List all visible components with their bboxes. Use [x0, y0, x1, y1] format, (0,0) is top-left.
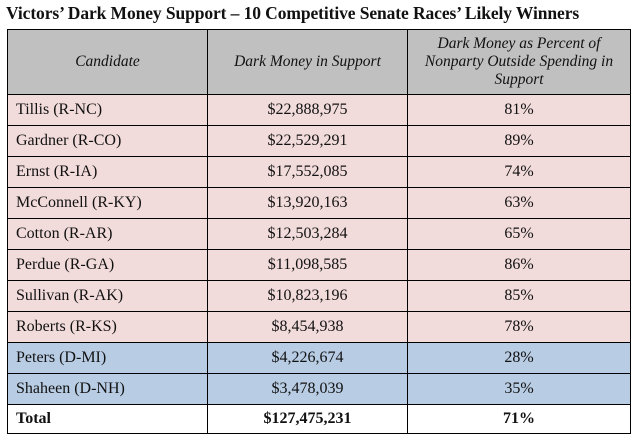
cell-candidate: Perdue (R-GA) [7, 249, 208, 281]
cell-percent: 81% [407, 94, 631, 126]
cell-percent: 63% [407, 187, 631, 219]
cell-candidate: Gardner (R-CO) [7, 125, 208, 157]
table-row: Gardner (R-CO) $22,529,291 89% [7, 125, 631, 157]
cell-dark-money: $8,454,938 [207, 311, 408, 343]
cell-dark-money: $13,920,163 [207, 187, 408, 219]
cell-candidate: Tillis (R-NC) [7, 94, 208, 126]
table-row: Ernst (R-IA) $17,552,085 74% [7, 156, 631, 188]
cell-percent: 86% [407, 249, 631, 281]
table-row: Sullivan (R-AK) $10,823,196 85% [7, 280, 631, 312]
cell-dark-money: $3,478,039 [207, 373, 408, 405]
cell-dark-money: $17,552,085 [207, 156, 408, 188]
header-row: Candidate Dark Money in Support Dark Mon… [7, 29, 631, 95]
cell-percent: 28% [407, 342, 631, 374]
table-row: McConnell (R-KY) $13,920,163 63% [7, 187, 631, 219]
dark-money-table: Candidate Dark Money in Support Dark Mon… [7, 29, 631, 434]
cell-candidate: Cotton (R-AR) [7, 218, 208, 250]
cell-dark-money: $22,529,291 [207, 125, 408, 157]
cell-percent: 78% [407, 311, 631, 343]
table-row: Perdue (R-GA) $11,098,585 86% [7, 249, 631, 281]
cell-candidate: McConnell (R-KY) [7, 187, 208, 219]
cell-candidate: Sullivan (R-AK) [7, 280, 208, 312]
cell-percent: 65% [407, 218, 631, 250]
total-label: Total [7, 404, 208, 434]
table-row: Roberts (R-KS) $8,454,938 78% [7, 311, 631, 343]
cell-candidate: Peters (D-MI) [7, 342, 208, 374]
table-row: Peters (D-MI) $4,226,674 28% [7, 342, 631, 374]
header-dark-money: Dark Money in Support [207, 29, 408, 95]
total-row: Total $127,475,231 71% [7, 404, 631, 434]
header-candidate: Candidate [7, 29, 208, 95]
cell-percent: 85% [407, 280, 631, 312]
cell-dark-money: $22,888,975 [207, 94, 408, 126]
cell-candidate: Roberts (R-KS) [7, 311, 208, 343]
table-row: Tillis (R-NC) $22,888,975 81% [7, 94, 631, 126]
cell-candidate: Shaheen (D-NH) [7, 373, 208, 405]
cell-candidate: Ernst (R-IA) [7, 156, 208, 188]
cell-dark-money: $11,098,585 [207, 249, 408, 281]
table-title: Victors’ Dark Money Support – 10 Competi… [6, 3, 580, 23]
total-dark-money: $127,475,231 [207, 404, 408, 434]
table-row: Shaheen (D-NH) $3,478,039 35% [7, 373, 631, 405]
cell-dark-money: $4,226,674 [207, 342, 408, 374]
cell-percent: 74% [407, 156, 631, 188]
header-percent: Dark Money as Percent of Nonparty Outsid… [407, 29, 631, 95]
cell-percent: 89% [407, 125, 631, 157]
table-row: Cotton (R-AR) $12,503,284 65% [7, 218, 631, 250]
total-percent: 71% [407, 404, 631, 434]
table-body: Tillis (R-NC) $22,888,975 81% Gardner (R-CO… [7, 94, 631, 405]
cell-dark-money: $12,503,284 [207, 218, 408, 250]
cell-percent: 35% [407, 373, 631, 405]
cell-dark-money: $10,823,196 [207, 280, 408, 312]
